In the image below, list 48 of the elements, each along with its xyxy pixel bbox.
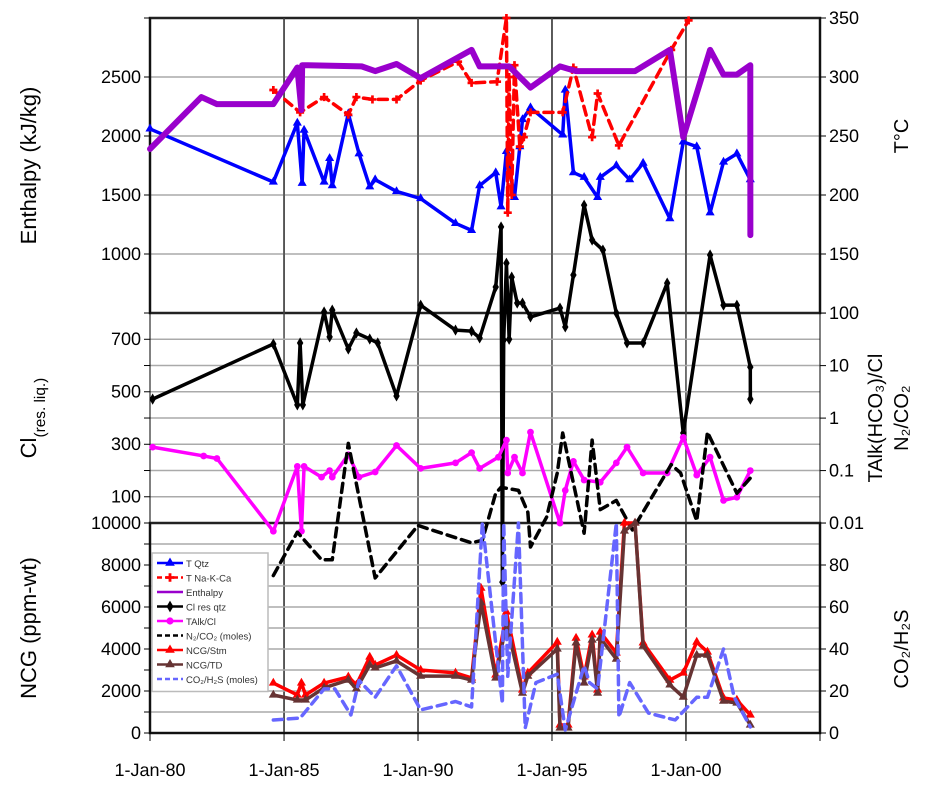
legend-label: CO₂/H₂S (moles) [186, 675, 258, 686]
y2-tick-label: 250 [829, 126, 860, 146]
y-tick-label: 1500 [100, 184, 141, 205]
y-axis-title: NCG (ppm-wt) [16, 557, 41, 699]
y-tick-label: 6000 [100, 596, 141, 617]
y-tick-label: 4000 [100, 638, 141, 659]
y2-tick-label: 0.01 [829, 512, 864, 533]
y2-tick-label: 200 [829, 184, 860, 205]
y2-axis-title: TAlk(HCO₃)/Cl N₂/CO₂ [865, 354, 913, 483]
y-tick-label: 10000 [90, 512, 141, 533]
legend-label: N₂/CO₂ (moles) [186, 632, 252, 642]
legend-label: Enthalpy [186, 588, 224, 599]
y2-axis-title: CO₂/H₂S [891, 610, 913, 688]
legend-label: NCG/TD [186, 660, 223, 672]
y2-tick-label: 40 [829, 638, 850, 659]
x-tick-label: 1-Jan-00 [650, 760, 722, 780]
y2-tick-label: 100 [829, 302, 860, 323]
y2-tick-label: 60 [829, 596, 850, 617]
y2-tick-label: 80 [829, 554, 850, 575]
y-tick-label: 8000 [100, 554, 141, 575]
x-tick-label: 1-Jan-80 [114, 760, 186, 780]
legend-label: T Na-K-Ca [186, 574, 232, 584]
y-tick-label: 2000 [100, 680, 141, 701]
y-tick-label: 700 [110, 329, 141, 350]
y2-tick-label: 150 [829, 244, 860, 264]
y2-tick-label: 0 [829, 722, 840, 743]
y-tick-label: 0 [130, 722, 141, 743]
y2-tick-label: 300 [829, 66, 860, 87]
y-tick-label: 2500 [100, 66, 141, 87]
y-tick-label: 100 [110, 486, 141, 507]
y-tick-label: 300 [110, 434, 141, 454]
legend-label: Cl res qtz [186, 602, 226, 614]
x-tick-label: 1-Jan-90 [382, 760, 454, 780]
x-tick-label: 1-Jan-85 [248, 760, 320, 780]
legend-label: T Qtz [186, 559, 210, 570]
y2-tick-label: 20 [829, 680, 850, 701]
y2-tick-label: 350 [829, 8, 860, 28]
y-tick-label: 2000 [100, 126, 141, 146]
y-axis-title: Enthalpy (kJ/kg) [16, 86, 41, 244]
y2-tick-label: 0.1 [829, 460, 854, 480]
y2-tick-label: 10 [829, 355, 850, 376]
x-tick-label: 1-Jan-95 [516, 760, 588, 780]
y-tick-label: 1000 [100, 244, 141, 264]
legend-label: NCG/Stm [186, 646, 227, 657]
y-tick-label: 500 [110, 382, 141, 402]
y2-tick-label: 1 [829, 408, 840, 428]
y2-axis-title: T°C [891, 118, 913, 154]
legend-label: TAlk/Cl [186, 617, 216, 628]
